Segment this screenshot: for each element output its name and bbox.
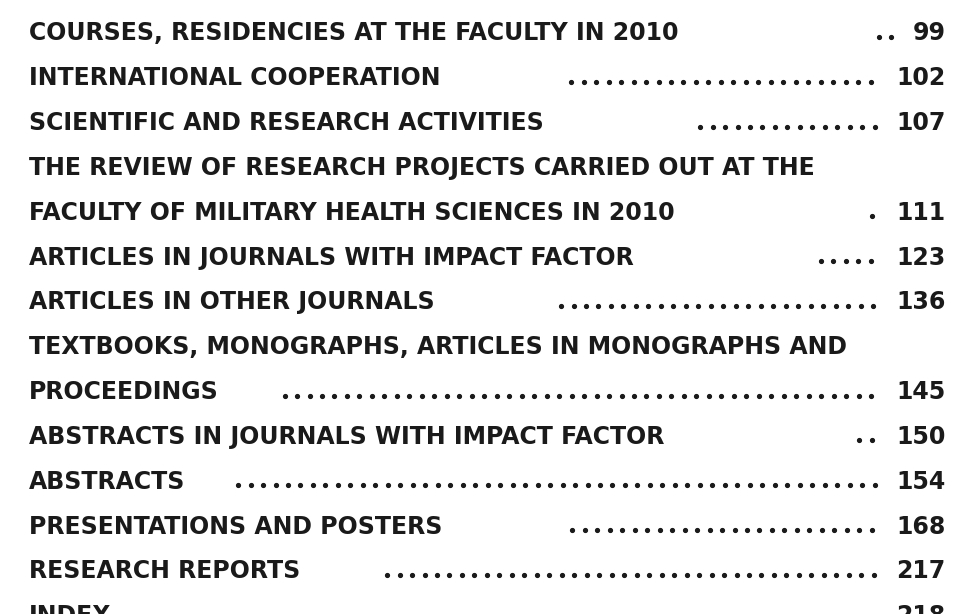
Text: 218: 218 <box>897 604 946 614</box>
Text: ARTICLES IN JOURNALS WITH IMPACT FACTOR: ARTICLES IN JOURNALS WITH IMPACT FACTOR <box>29 246 634 270</box>
Text: ABSTRACTS: ABSTRACTS <box>29 470 185 494</box>
Text: 123: 123 <box>897 246 946 270</box>
Text: INTERNATIONAL COOPERATION: INTERNATIONAL COOPERATION <box>29 66 441 90</box>
Text: 136: 136 <box>897 290 946 314</box>
Text: ARTICLES IN OTHER JOURNALS: ARTICLES IN OTHER JOURNALS <box>29 290 435 314</box>
Text: ABSTRACTS IN JOURNALS WITH IMPACT FACTOR: ABSTRACTS IN JOURNALS WITH IMPACT FACTOR <box>29 425 664 449</box>
Text: SCIENTIFIC AND RESEARCH ACTIVITIES: SCIENTIFIC AND RESEARCH ACTIVITIES <box>29 111 543 135</box>
Text: 145: 145 <box>897 380 946 404</box>
Text: PROCEEDINGS: PROCEEDINGS <box>29 380 219 404</box>
Text: 168: 168 <box>897 515 946 538</box>
Text: TEXTBOOKS, MONOGRAPHS, ARTICLES IN MONOGRAPHS AND: TEXTBOOKS, MONOGRAPHS, ARTICLES IN MONOG… <box>29 335 847 359</box>
Text: INDEX: INDEX <box>29 604 111 614</box>
Text: 111: 111 <box>897 201 946 225</box>
Text: THE REVIEW OF RESEARCH PROJECTS CARRIED OUT AT THE: THE REVIEW OF RESEARCH PROJECTS CARRIED … <box>29 156 814 180</box>
Text: RESEARCH REPORTS: RESEARCH REPORTS <box>29 559 300 583</box>
Text: PRESENTATIONS AND POSTERS: PRESENTATIONS AND POSTERS <box>29 515 443 538</box>
Text: 102: 102 <box>897 66 946 90</box>
Text: 107: 107 <box>897 111 946 135</box>
Text: FACULTY OF MILITARY HEALTH SCIENCES IN 2010: FACULTY OF MILITARY HEALTH SCIENCES IN 2… <box>29 201 675 225</box>
Text: COURSES, RESIDENCIES AT THE FACULTY IN 2010: COURSES, RESIDENCIES AT THE FACULTY IN 2… <box>29 21 679 45</box>
Text: 150: 150 <box>897 425 946 449</box>
Text: 217: 217 <box>897 559 946 583</box>
Text: 99: 99 <box>913 21 946 45</box>
Text: 154: 154 <box>897 470 946 494</box>
